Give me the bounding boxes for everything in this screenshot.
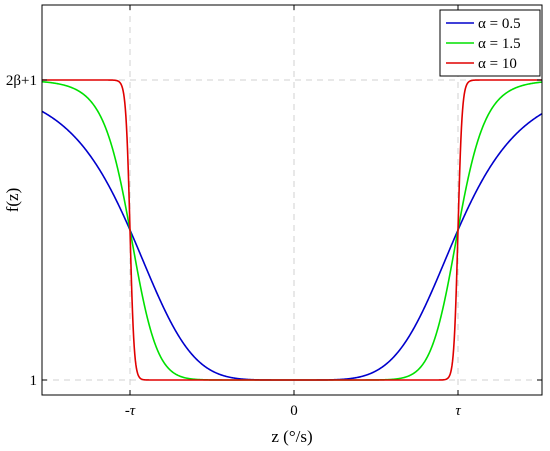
y-tick-label: 1: [30, 373, 38, 389]
x-axis-label: z (°/s): [271, 427, 312, 446]
x-tick-label: τ: [455, 403, 461, 419]
series-line: [41, 110, 543, 381]
legend: α = 0.5 α = 1.5 α = 10: [439, 9, 541, 77]
x-tick-label: 0: [290, 403, 298, 419]
ticks: -τ 0 τ 1 2β+1: [6, 5, 542, 419]
plot-frame: [41, 4, 543, 396]
series-group: [41, 79, 543, 381]
legend-label: α = 10: [478, 56, 517, 72]
series-line: [41, 80, 543, 381]
y-axis-label: f(z): [3, 188, 22, 213]
series-line: [42, 79, 542, 381]
x-tick-label: -τ: [125, 403, 136, 419]
grid: [42, 5, 542, 395]
legend-label: α = 1.5: [478, 36, 521, 52]
y-tick-label: 2β+1: [6, 73, 37, 89]
legend-label: α = 0.5: [478, 16, 521, 32]
